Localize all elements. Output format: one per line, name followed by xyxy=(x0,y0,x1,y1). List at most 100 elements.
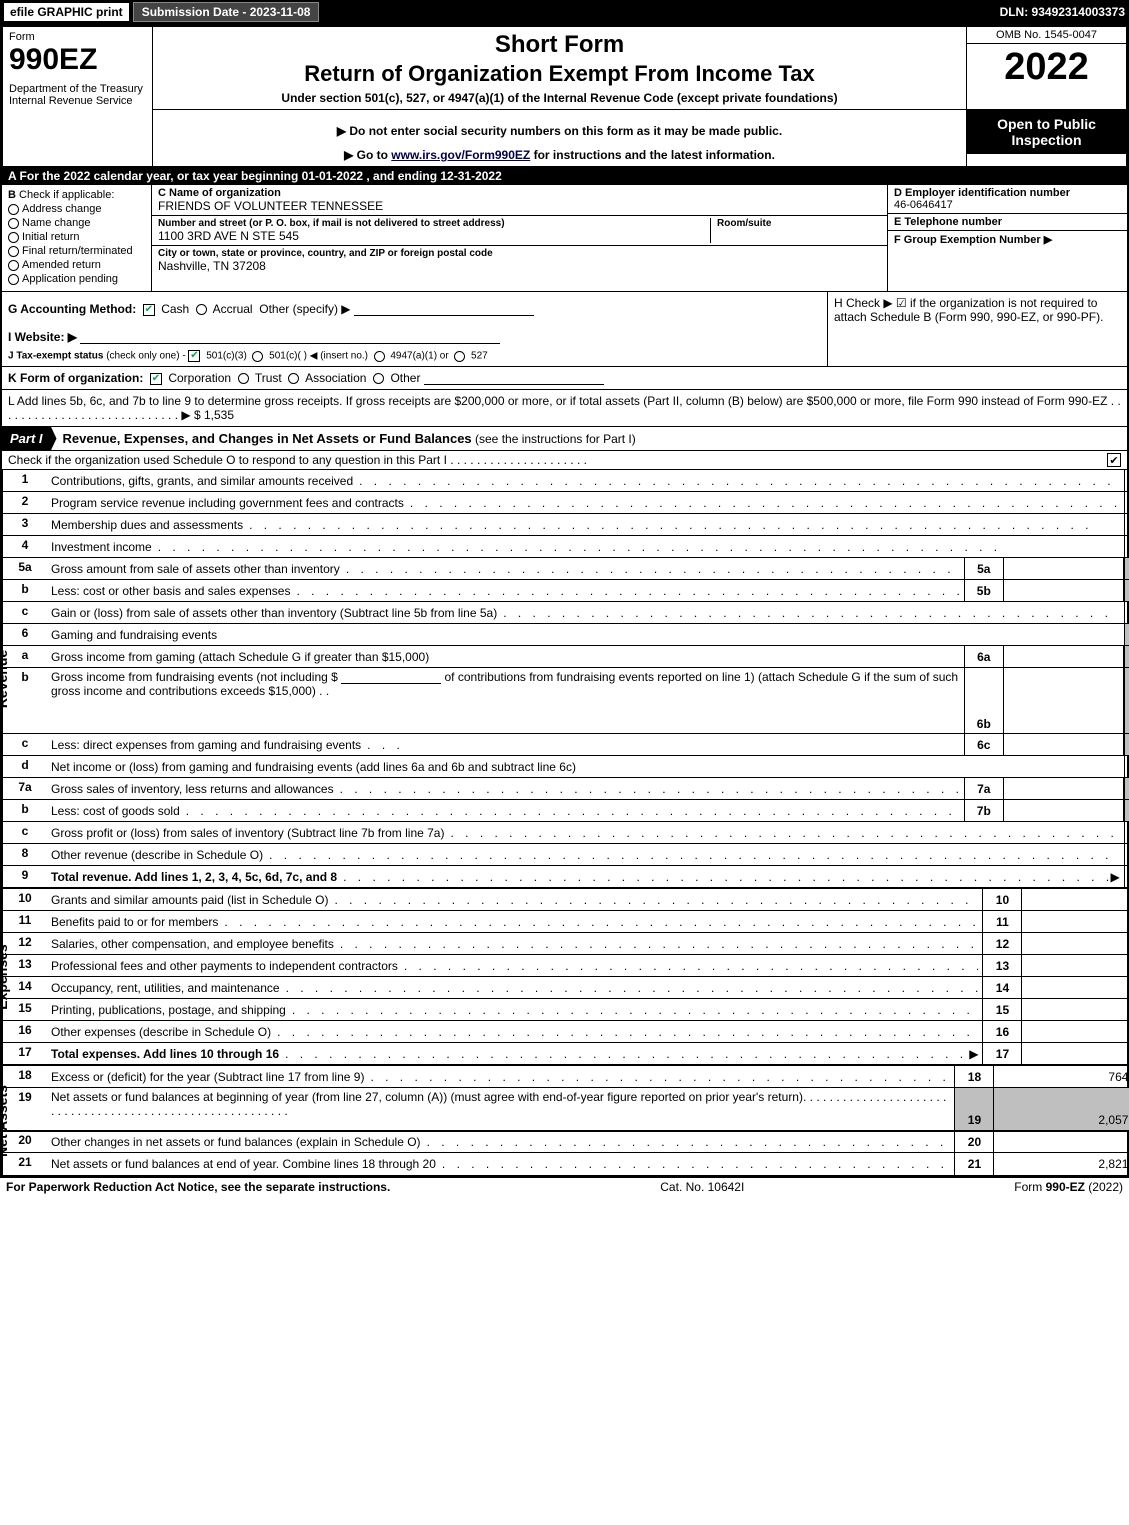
city-label: City or town, state or province, country… xyxy=(158,248,881,259)
instr-post: for instructions and the latest informat… xyxy=(530,148,775,162)
line-j: J Tax-exempt status (check only one) - 5… xyxy=(8,348,821,362)
dln: DLN: 93492314003373 xyxy=(1000,5,1125,19)
section-a: A For the 2022 calendar year, or tax yea… xyxy=(2,167,1127,185)
row-6a: a Gross income from gaming (attach Sched… xyxy=(3,646,1129,668)
city-val: Nashville, TN 37208 xyxy=(158,259,881,273)
instr-link-line: ▶ Go to www.irs.gov/Form990EZ for instru… xyxy=(159,148,960,162)
form-word: Form xyxy=(9,31,146,43)
instr-ssn: ▶ Do not enter social security numbers o… xyxy=(159,124,960,138)
lines-g-h: G Accounting Method: Cash Accrual Other … xyxy=(2,292,1127,367)
row-21: 21 Net assets or fund balances at end of… xyxy=(3,1153,1129,1175)
side-netassets: Net Assets xyxy=(0,1085,10,1157)
col-b: B Check if applicable: Address change Na… xyxy=(2,185,152,291)
row-11: 11 Benefits paid to or for members. . . … xyxy=(3,911,1129,933)
side-expenses: Expenses xyxy=(0,944,10,1009)
omb: OMB No. 1545-0047 xyxy=(967,27,1126,44)
form-number: 990EZ xyxy=(9,43,146,77)
row-6b: b Gross income from fundraising events (… xyxy=(3,668,1129,734)
row-5c: c Gain or (loss) from sale of assets oth… xyxy=(3,602,1129,624)
col-b-check: Check if applicable: xyxy=(19,189,114,201)
chk-assoc[interactable] xyxy=(288,373,299,384)
addr-label: Number and street (or P. O. box, if mail… xyxy=(158,218,704,229)
row-17: 17 Total expenses. Add lines 10 through … xyxy=(3,1043,1129,1065)
chk-501c[interactable] xyxy=(252,351,263,362)
chk-final-return[interactable]: Final return/terminated xyxy=(8,245,145,257)
chk-trust[interactable] xyxy=(238,373,249,384)
room-label: Room/suite xyxy=(717,218,881,229)
chk-accrual[interactable] xyxy=(196,304,207,315)
row-15: 15 Printing, publications, postage, and … xyxy=(3,999,1129,1021)
ein-label: D Employer identification number xyxy=(894,187,1121,199)
chk-other-org[interactable] xyxy=(373,373,384,384)
footer: For Paperwork Reduction Act Notice, see … xyxy=(0,1177,1129,1196)
efile-print-button[interactable]: efile GRAPHIC print xyxy=(4,3,129,21)
row-2: 2 Program service revenue including gove… xyxy=(3,492,1129,514)
chk-cash[interactable] xyxy=(143,304,155,316)
row-12: 12 Salaries, other compensation, and emp… xyxy=(3,933,1129,955)
footer-left: For Paperwork Reduction Act Notice, see … xyxy=(6,1180,390,1194)
chk-amended[interactable]: Amended return xyxy=(8,259,145,271)
revenue-section: Revenue 1 Contributions, gifts, grants, … xyxy=(2,470,1127,888)
part1-check-row: Check if the organization used Schedule … xyxy=(2,451,1127,470)
row-8: 8 Other revenue (describe in Schedule O)… xyxy=(3,844,1129,866)
irs-link[interactable]: www.irs.gov/Form990EZ xyxy=(391,148,530,162)
row-19-val: 192,057 xyxy=(3,1109,1129,1131)
footer-right: Form 990-EZ (2022) xyxy=(1014,1180,1123,1194)
part1-header: Part I Revenue, Expenses, and Changes in… xyxy=(2,426,1127,451)
tel-label: E Telephone number xyxy=(894,216,1121,228)
chk-name-change[interactable]: Name change xyxy=(8,217,145,229)
footer-mid: Cat. No. 10642I xyxy=(660,1180,744,1194)
row-16: 16 Other expenses (describe in Schedule … xyxy=(3,1021,1129,1043)
chk-4947[interactable] xyxy=(374,351,385,362)
dept: Department of the Treasury Internal Reve… xyxy=(9,83,146,107)
submission-date: Submission Date - 2023-11-08 xyxy=(133,2,320,22)
netassets-section: Net Assets 18 Excess or (deficit) for th… xyxy=(2,1065,1127,1175)
chk-527[interactable] xyxy=(454,351,465,362)
header: Form 990EZ Department of the Treasury In… xyxy=(2,26,1127,167)
org-name: FRIENDS OF VOLUNTEER TENNESSEE xyxy=(158,199,881,213)
group-label: F Group Exemption Number ▶ xyxy=(894,233,1121,246)
side-revenue: Revenue xyxy=(0,650,10,708)
line-g: G Accounting Method: Cash Accrual Other … xyxy=(8,296,821,330)
line-h: H Check ▶ ☑ if the organization is not r… xyxy=(827,292,1127,366)
addr-val: 1100 3RD AVE N STE 545 xyxy=(158,229,704,243)
ein-val: 46-0646417 xyxy=(894,199,1121,211)
org-name-label: C Name of organization xyxy=(158,187,881,199)
chk-initial-return[interactable]: Initial return xyxy=(8,231,145,243)
line-l: L Add lines 5b, 6c, and 7b to line 9 to … xyxy=(2,390,1127,426)
row-1: 1 Contributions, gifts, grants, and simi… xyxy=(3,470,1129,492)
col-b-hdr: B xyxy=(8,189,16,201)
chk-corp[interactable] xyxy=(150,373,162,385)
return-title: Return of Organization Exempt From Incom… xyxy=(159,61,960,87)
chk-address-change[interactable]: Address change xyxy=(8,203,145,215)
tax-year: 2022 xyxy=(967,44,1126,90)
row-10: 10 Grants and similar amounts paid (list… xyxy=(3,889,1129,911)
row-7b: b Less: cost of goods sold. . . . . . . … xyxy=(3,800,1129,822)
chk-pending[interactable]: Application pending xyxy=(8,273,145,285)
line-i: I Website: ▶ xyxy=(8,330,821,348)
open-inspection: Open to Public Inspection xyxy=(967,110,1126,154)
subtitle: Under section 501(c), 527, or 4947(a)(1)… xyxy=(159,91,960,105)
row-6d: d Net income or (loss) from gaming and f… xyxy=(3,756,1129,778)
row-5a: 5a Gross amount from sale of assets othe… xyxy=(3,558,1129,580)
row-4: 4 Investment income. . . . . . . . . . .… xyxy=(3,536,1129,558)
row-6: 6 Gaming and fundraising events xyxy=(3,624,1129,646)
part1-checkbox[interactable]: ✔ xyxy=(1107,453,1121,467)
part1-title: Revenue, Expenses, and Changes in Net As… xyxy=(63,431,472,446)
part1-note: (see the instructions for Part I) xyxy=(475,432,636,446)
part1-badge: Part I xyxy=(2,427,57,450)
col-d: D Employer identification number 46-0646… xyxy=(887,185,1127,291)
row-5b: b Less: cost or other basis and sales ex… xyxy=(3,580,1129,602)
row-13: 13 Professional fees and other payments … xyxy=(3,955,1129,977)
top-bar: efile GRAPHIC print Submission Date - 20… xyxy=(0,0,1129,24)
instr-pre: ▶ Go to xyxy=(344,148,391,162)
row-18: 18 Excess or (deficit) for the year (Sub… xyxy=(3,1066,1129,1088)
row-9: 9 Total revenue. Add lines 1, 2, 3, 4, 5… xyxy=(3,866,1129,888)
chk-501c3[interactable] xyxy=(188,350,200,362)
line-k: K Form of organization: Corporation Trus… xyxy=(2,367,1127,390)
info-grid: B Check if applicable: Address change Na… xyxy=(2,185,1127,292)
row-3: 3 Membership dues and assessments. . . .… xyxy=(3,514,1129,536)
row-7c: c Gross profit or (loss) from sales of i… xyxy=(3,822,1129,844)
row-14: 14 Occupancy, rent, utilities, and maint… xyxy=(3,977,1129,999)
row-7a: 7a Gross sales of inventory, less return… xyxy=(3,778,1129,800)
